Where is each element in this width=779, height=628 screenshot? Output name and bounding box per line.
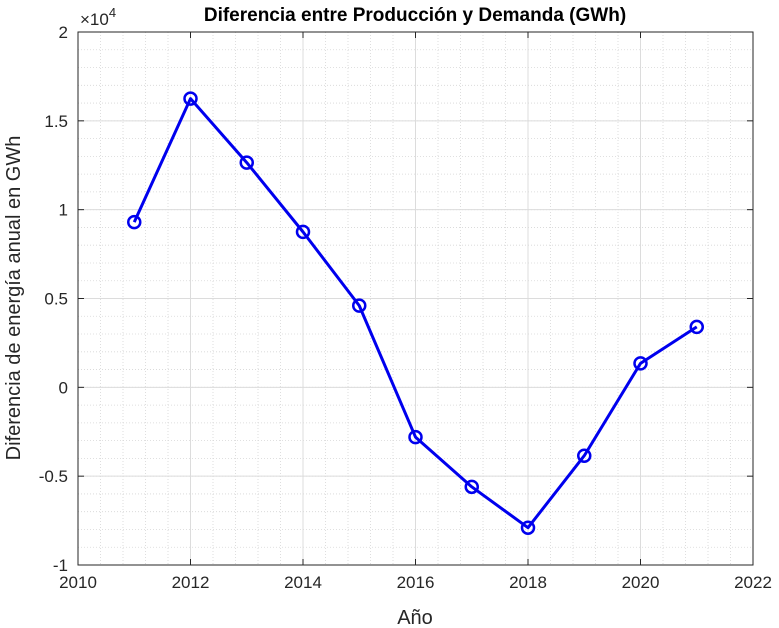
x-axis-ticks: 2010 2012 2014 2016 2018 2020 2022: [59, 32, 772, 592]
x-tick-label: 2012: [172, 573, 210, 592]
data-point-marker: [352, 298, 367, 313]
data-point-marker: [633, 356, 648, 371]
data-point-marker: [239, 155, 254, 170]
y-tick-label: 1: [59, 201, 68, 220]
y-tick-label: -0.5: [39, 467, 68, 486]
x-axis-label: Año: [397, 607, 433, 628]
y-axis-exponent: ×104: [80, 5, 116, 29]
y-axis-ticks: -1 -0.5 0 0.5 1 1.5 2: [39, 23, 753, 575]
x-tick-label: 2014: [284, 573, 322, 592]
data-point-marker: [520, 520, 536, 535]
data-point-marker: [464, 479, 479, 495]
y-tick-label: 0: [59, 378, 68, 397]
data-point-marker: [295, 224, 311, 240]
y-tick-label: 0.5: [44, 290, 68, 309]
x-tick-label: 2022: [734, 573, 772, 592]
data-point-marker: [408, 429, 423, 445]
data-point-marker: [127, 214, 142, 230]
y-axis-label: Diferencia de energía anual en GWh: [3, 136, 25, 461]
y-tick-label: 2: [59, 23, 68, 42]
y-tick-label: -1: [53, 556, 68, 575]
y-exponent-power: 4: [109, 5, 116, 20]
x-tick-label: 2018: [509, 573, 547, 592]
data-point-marker: [577, 448, 592, 463]
y-tick-label: 1.5: [44, 112, 68, 131]
data-point-marker: [183, 91, 198, 106]
y-exponent-base: ×10: [80, 10, 109, 29]
series-layer: [127, 91, 704, 535]
chart-title: Diferencia entre Producción y Demanda (G…: [204, 5, 626, 26]
x-tick-label: 2016: [397, 573, 435, 592]
x-tick-label: 2010: [59, 573, 97, 592]
series-line: [132, 97, 698, 530]
data-point-marker: [689, 319, 704, 335]
x-tick-label: 2020: [622, 573, 660, 592]
